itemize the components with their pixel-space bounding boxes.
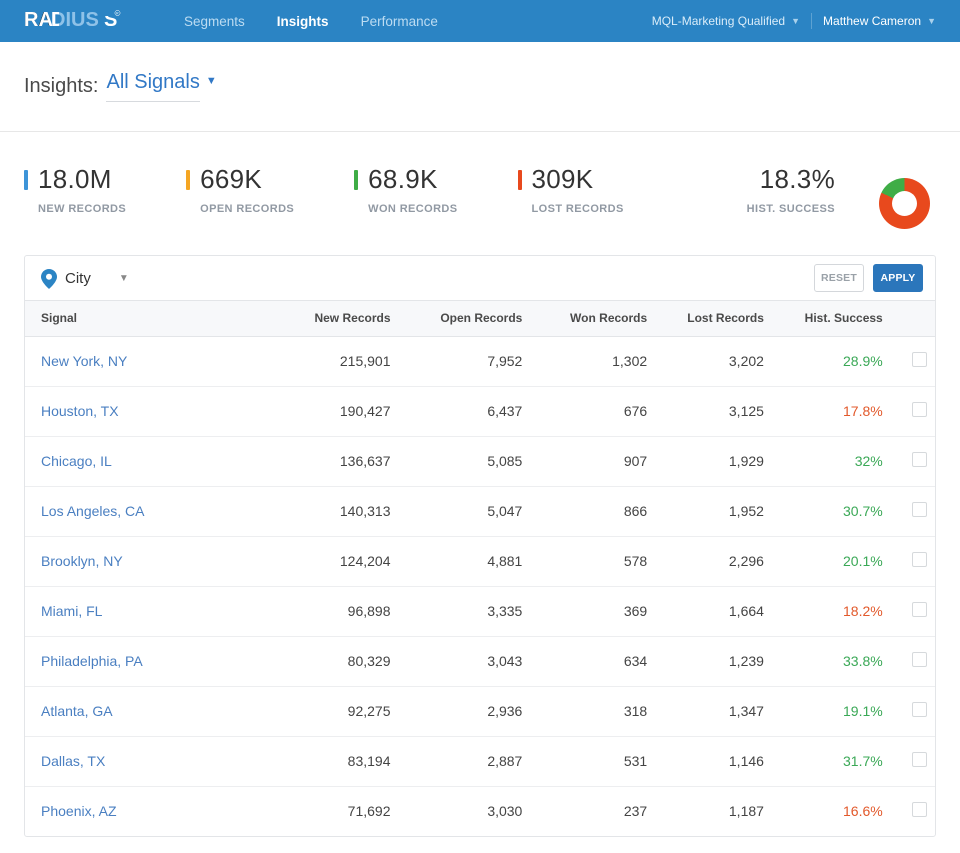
svg-text:RA: RA: [24, 9, 53, 31]
svg-text:R: R: [116, 11, 119, 15]
